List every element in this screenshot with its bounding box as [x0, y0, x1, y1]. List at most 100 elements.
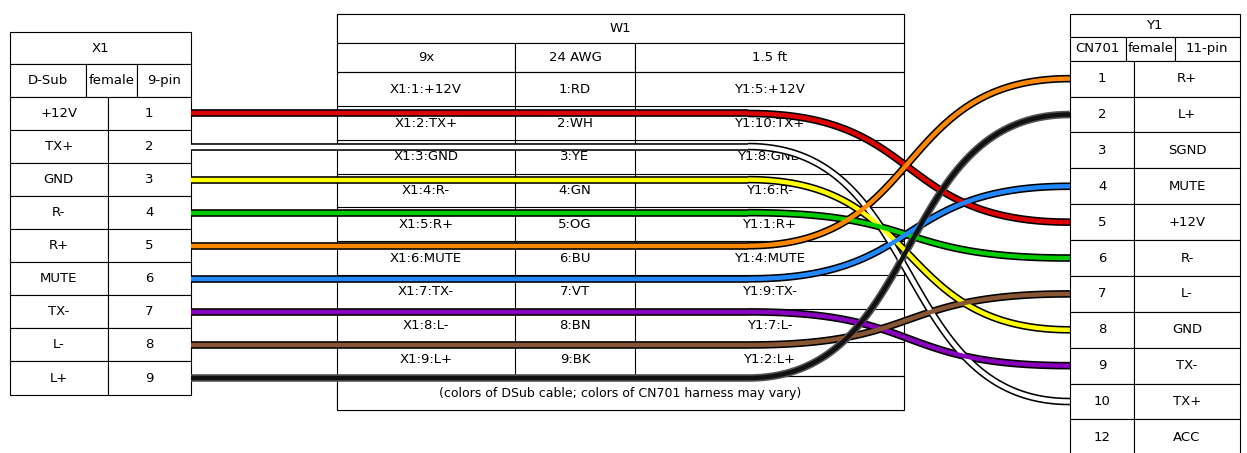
Text: 3:YE: 3:YE: [560, 150, 590, 164]
Text: TX-: TX-: [49, 305, 70, 318]
Text: L+: L+: [1178, 108, 1196, 121]
Text: X1: X1: [91, 42, 110, 54]
Bar: [10, 163, 107, 196]
Bar: [10, 32, 191, 64]
Text: 24 AWG: 24 AWG: [549, 51, 601, 64]
Text: 5:OG: 5:OG: [559, 218, 592, 231]
Bar: [1070, 312, 1135, 348]
Text: 8: 8: [1097, 323, 1106, 336]
Bar: [1135, 240, 1240, 276]
Text: 7: 7: [145, 305, 153, 318]
Bar: [1070, 276, 1135, 312]
Text: 6:BU: 6:BU: [559, 251, 591, 265]
Text: 4:GN: 4:GN: [559, 184, 591, 197]
Bar: [337, 14, 904, 410]
Text: Y1:2:L+: Y1:2:L+: [743, 353, 796, 366]
Text: (colors of DSub cable; colors of CN701 harness may vary): (colors of DSub cable; colors of CN701 h…: [439, 387, 802, 400]
Text: TX-: TX-: [1176, 359, 1197, 372]
Bar: [1135, 276, 1240, 312]
Text: R-: R-: [52, 206, 66, 219]
Bar: [1135, 61, 1240, 96]
Text: X1:1:+12V: X1:1:+12V: [390, 83, 463, 96]
Text: 3: 3: [1097, 144, 1106, 157]
Text: X1:2:TX+: X1:2:TX+: [394, 116, 458, 130]
Bar: [10, 328, 107, 361]
Bar: [107, 328, 191, 361]
Bar: [107, 361, 191, 395]
Text: W1: W1: [610, 22, 631, 35]
Text: L-: L-: [1181, 287, 1193, 300]
Bar: [1135, 132, 1240, 169]
Text: Y1:7:L-: Y1:7:L-: [747, 319, 792, 332]
Bar: [1070, 169, 1135, 204]
Text: 4: 4: [1097, 180, 1106, 193]
Text: 10: 10: [1094, 395, 1111, 408]
Bar: [10, 196, 107, 229]
Bar: [107, 97, 191, 130]
Bar: [1070, 96, 1135, 132]
Text: 1: 1: [1097, 72, 1106, 85]
Text: +12V: +12V: [1168, 216, 1206, 229]
Text: 11-pin: 11-pin: [1186, 43, 1228, 55]
Bar: [1070, 37, 1126, 61]
Text: MUTE: MUTE: [40, 272, 77, 285]
Text: 3: 3: [145, 173, 153, 186]
Text: X1:8:L-: X1:8:L-: [403, 319, 449, 332]
Bar: [515, 43, 635, 72]
Bar: [1070, 132, 1135, 169]
Bar: [10, 361, 107, 395]
Bar: [107, 229, 191, 262]
Text: 7: 7: [1097, 287, 1106, 300]
Bar: [1135, 169, 1240, 204]
Text: 12: 12: [1094, 431, 1111, 444]
Text: 6: 6: [145, 272, 153, 285]
Text: 2:WH: 2:WH: [557, 116, 592, 130]
Text: 8:BN: 8:BN: [559, 319, 591, 332]
Text: 8: 8: [145, 338, 153, 352]
Text: 5: 5: [1097, 216, 1106, 229]
Bar: [1135, 348, 1240, 384]
Text: 6: 6: [1097, 251, 1106, 265]
Bar: [10, 130, 107, 163]
Bar: [337, 43, 515, 72]
Bar: [1070, 240, 1135, 276]
Bar: [10, 262, 107, 295]
Bar: [10, 97, 107, 130]
Text: Y1:5:+12V: Y1:5:+12V: [734, 83, 804, 96]
Text: 9:BK: 9:BK: [560, 353, 590, 366]
Text: TX+: TX+: [45, 140, 72, 153]
Text: X1:7:TX-: X1:7:TX-: [398, 285, 454, 299]
Text: CN701: CN701: [1076, 43, 1120, 55]
Text: L+: L+: [50, 371, 67, 385]
Bar: [1135, 312, 1240, 348]
Text: X1:9:L+: X1:9:L+: [399, 353, 453, 366]
Bar: [107, 163, 191, 196]
Bar: [1135, 419, 1240, 453]
Text: R-: R-: [1180, 251, 1193, 265]
Text: 1:RD: 1:RD: [559, 83, 591, 96]
Bar: [107, 196, 191, 229]
Bar: [1070, 348, 1135, 384]
Text: 1.5 ft: 1.5 ft: [752, 51, 787, 64]
Text: 4: 4: [145, 206, 153, 219]
Text: 9: 9: [145, 371, 153, 385]
Bar: [337, 14, 904, 43]
Bar: [10, 295, 107, 328]
Text: 7:VT: 7:VT: [560, 285, 590, 299]
Text: Y1:4:MUTE: Y1:4:MUTE: [733, 251, 804, 265]
Text: +12V: +12V: [40, 107, 77, 120]
Bar: [1135, 96, 1240, 132]
Bar: [1070, 204, 1135, 240]
Bar: [1070, 384, 1135, 419]
Text: MUTE: MUTE: [1168, 180, 1206, 193]
Text: 9-pin: 9-pin: [147, 74, 181, 87]
Bar: [1175, 37, 1240, 61]
Bar: [1135, 204, 1240, 240]
Text: 2: 2: [145, 140, 153, 153]
Bar: [1070, 61, 1135, 96]
Text: D-Sub: D-Sub: [27, 74, 69, 87]
Text: X1:6:MUTE: X1:6:MUTE: [390, 251, 463, 265]
Text: Y1:10:TX+: Y1:10:TX+: [734, 116, 804, 130]
Bar: [1070, 419, 1135, 453]
Bar: [107, 262, 191, 295]
